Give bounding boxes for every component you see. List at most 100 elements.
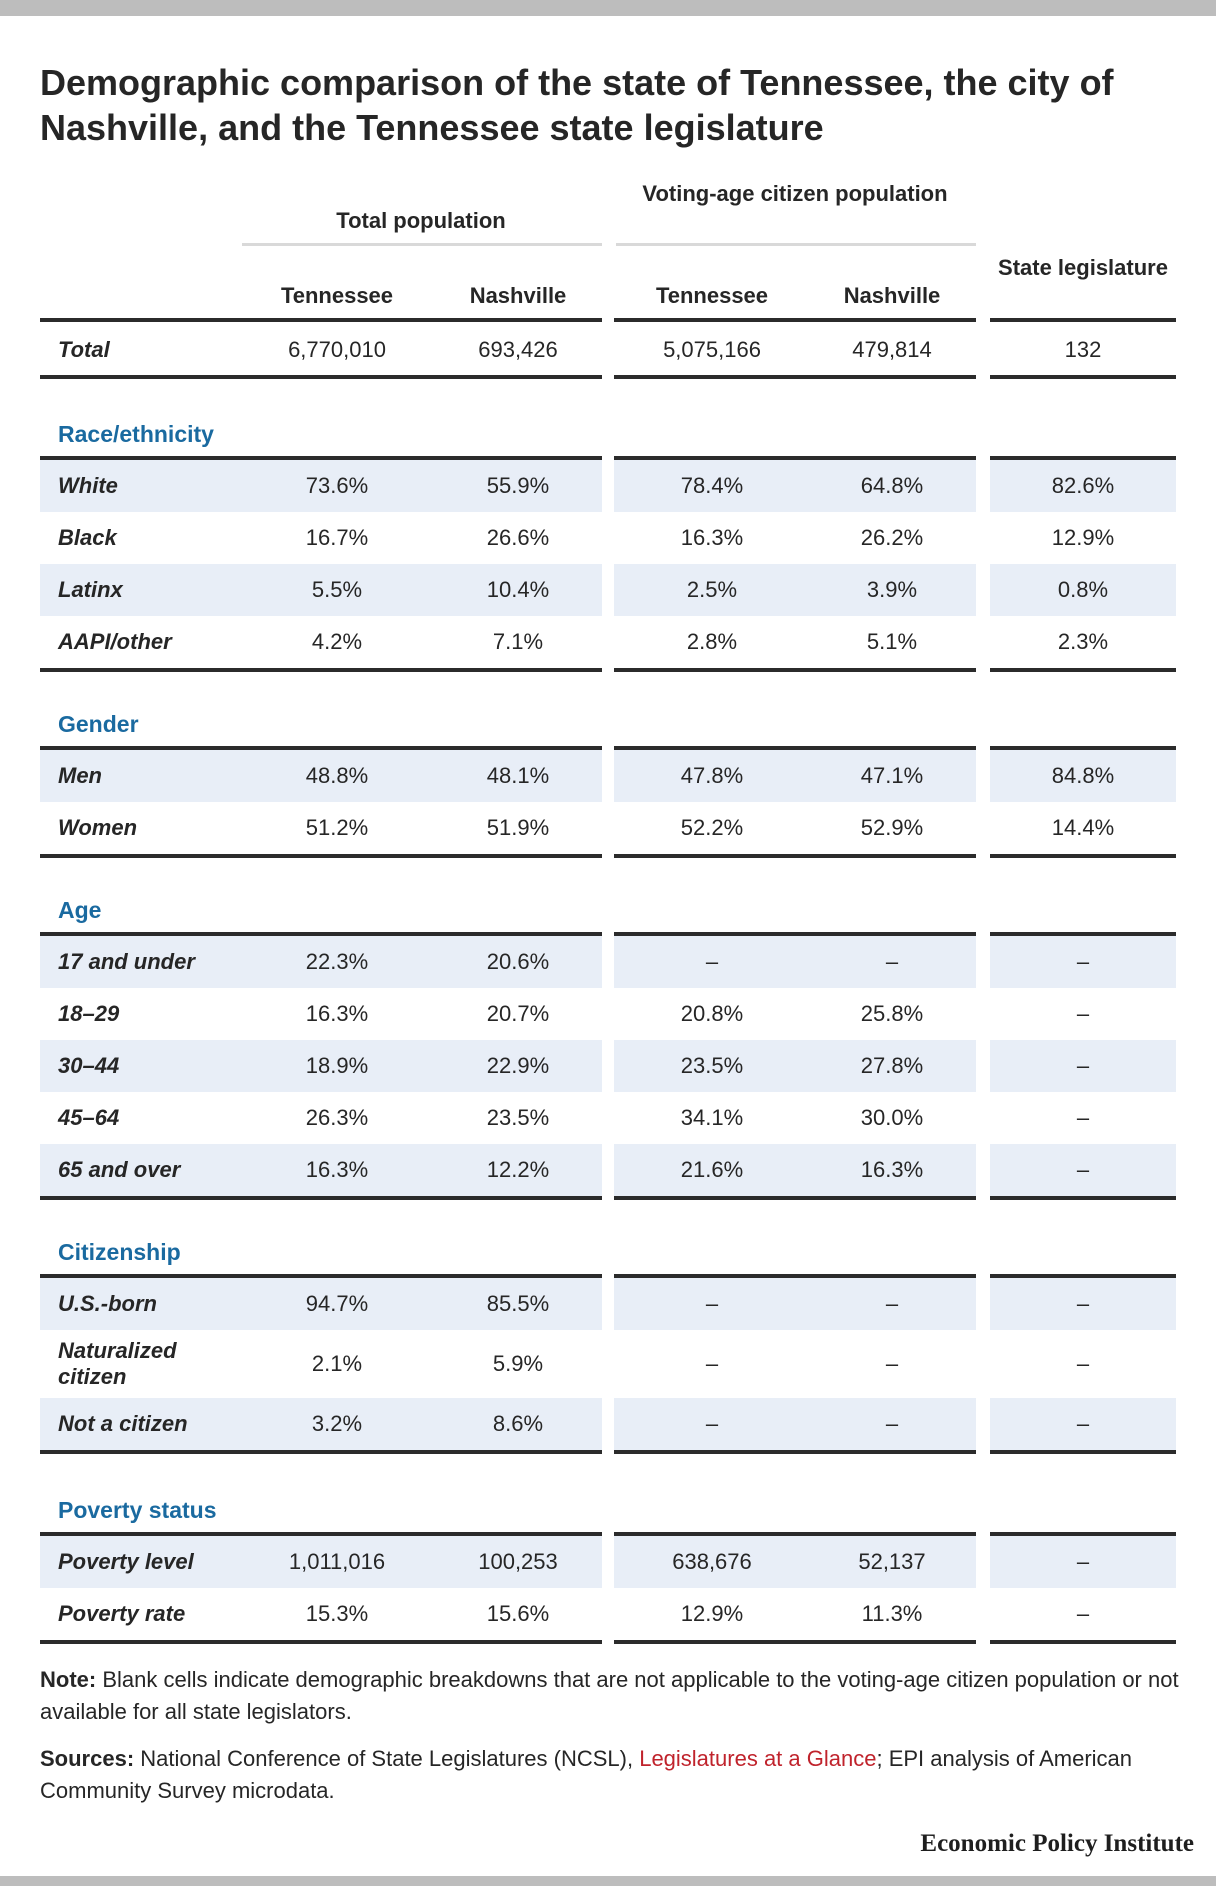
total-row-cell-1: 693,426 [478,337,558,362]
section-4-row-0-cell-2: 638,676 [672,1549,752,1574]
section-1-row-0-cell-0: 48.8% [305,763,369,788]
top-border [0,0,1216,16]
section-2-row-4-shade-2 [990,1144,1176,1196]
section-2-row-0-cell-0: 22.3% [305,949,369,974]
section-2-row-2-cell-1: 22.9% [486,1053,550,1078]
section-3-row-2-cell-4: – [1076,1411,1090,1436]
section-1-row-0-shade-2 [990,750,1176,802]
section-4-row-0-shade-2 [990,1536,1176,1588]
section-4-row-0-cell-0: 1,011,016 [288,1549,386,1574]
row-label: 30–44 [58,1053,120,1078]
section-0-row-1-cell-1: 26.6% [486,525,550,550]
section-1-row-1-cell-2: 52.2% [680,815,744,840]
section-2-row-0-shade-0 [40,936,602,988]
section-0-row-1-cell-0: 16.7% [305,525,369,550]
section-1-bottom-rule-1 [614,854,976,858]
section-3-row-0-cell-4: – [1076,1291,1090,1316]
section-3-row-2-cell-3: – [885,1411,899,1436]
section-2-row-3-cell-0: 26.3% [305,1105,369,1130]
section-0-row-3-cell-3: 5.1% [866,629,918,654]
section-title-race-ethnicity: Race/ethnicity [58,421,214,447]
section-1-row-0-cell-4: 84.8% [1051,763,1115,788]
section-3-bottom-rule-0 [40,1450,602,1454]
section-4-top-rule-2 [990,1532,1176,1536]
section-4-top-rule-1 [614,1532,976,1536]
section-3-row-0-shade-1 [614,1278,976,1330]
section-4-row-0-cell-3: 52,137 [858,1549,926,1574]
section-0-bottom-rule-1 [614,668,976,672]
section-1-top-rule-2 [990,746,1176,750]
row-label: 45–64 [58,1105,120,1130]
row-label: AAPI/other [58,629,172,654]
section-2-row-0-cell-1: 20.6% [486,949,550,974]
section-0-row-1-cell-2: 16.3% [680,525,744,550]
section-2-row-3-cell-4: – [1076,1105,1090,1130]
section-3-row-2-cell-0: 3.2% [311,1411,363,1436]
section-title-poverty-status: Poverty status [58,1497,217,1523]
section-1-bottom-rule-2 [990,854,1176,858]
section-2-bottom-rule-0 [40,1196,602,1200]
section-0-row-3-cell-1: 7.1% [492,629,544,654]
section-0-top-rule-2 [990,456,1176,460]
total-rule-1 [614,375,976,379]
section-0-top-rule-0 [40,456,602,460]
row-label: White [58,473,118,498]
section-2-row-1-cell-0: 16.3% [305,1001,369,1026]
section-2-row-2-shade-2 [990,1040,1176,1092]
section-3-row-0-cell-0: 94.7% [305,1291,369,1316]
row-label: Not a citizen [58,1411,188,1436]
group-rule-voting [616,243,976,246]
section-2-row-2-cell-4: – [1076,1053,1090,1078]
section-1-row-1-cell-4: 14.4% [1051,815,1115,840]
section-2-row-4-shade-0 [40,1144,602,1196]
section-1-row-1-cell-0: 51.2% [305,815,369,840]
section-2-row-4-cell-3: 16.3% [860,1157,924,1182]
note-label: Note: [40,1667,97,1692]
section-3-row-1-cell-1: 5.9% [492,1351,544,1376]
section-0-row-0-cell-3: 64.8% [860,473,924,498]
sources-link[interactable]: Legislatures at a Glance [639,1746,877,1771]
section-4-row-0-shade-1 [614,1536,976,1588]
chart-title: Demographic comparison of the state of T… [40,62,1114,148]
section-3-row-1-cell-4: – [1076,1351,1090,1376]
section-0-row-2-cell-1: 10.4% [486,577,550,602]
header-rule-2 [990,318,1176,322]
section-0-row-2-cell-4: 0.8% [1057,577,1109,602]
section-2-row-0-cell-3: – [885,949,899,974]
section-0-row-3-cell-4: 2.3% [1057,629,1109,654]
section-1-top-rule-1 [614,746,976,750]
header-rule-1 [614,318,976,322]
section-1-row-1-cell-1: 51.9% [486,815,550,840]
row-label: Women [58,815,138,840]
section-3-row-0-cell-1: 85.5% [486,1291,550,1316]
section-4-bottom-rule-2 [990,1640,1176,1644]
section-0-row-1-cell-3: 26.2% [860,525,924,550]
section-4-row-1-cell-3: 11.3% [861,1601,923,1626]
section-2-row-4-shade-1 [614,1144,976,1196]
total-row-cell-3: 479,814 [852,337,932,362]
row-label: Latinx [58,577,123,602]
section-2-row-0-shade-2 [990,936,1176,988]
row-label: Men [58,763,102,788]
section-1-row-0-shade-1 [614,750,976,802]
section-4-row-1-cell-2: 12.9% [680,1601,744,1626]
total-rule-0 [40,375,602,379]
section-2-row-3-cell-3: 30.0% [860,1105,924,1130]
section-3-top-rule-1 [614,1274,976,1278]
row-label-total: Total [58,337,110,362]
column-header-3: Nashville [843,283,941,308]
section-1-top-rule-0 [40,746,602,750]
section-0-row-0-cell-4: 82.6% [1051,473,1115,498]
section-2-row-4-cell-1: 12.2% [486,1157,550,1182]
column-header-1: Nashville [469,283,567,308]
section-2-row-2-shade-0 [40,1040,602,1092]
section-0-bottom-rule-0 [40,668,602,672]
total-row-cell-4: 132 [1064,337,1102,362]
section-2-row-4-cell-0: 16.3% [305,1157,369,1182]
section-2-row-1-cell-4: – [1076,1001,1090,1026]
row-label: 18–29 [58,1001,120,1026]
brand-logo: Economic Policy Institute [920,1830,1194,1857]
section-0-bottom-rule-2 [990,668,1176,672]
section-4-top-rule-0 [40,1532,602,1536]
section-2-row-0-shade-1 [614,936,976,988]
